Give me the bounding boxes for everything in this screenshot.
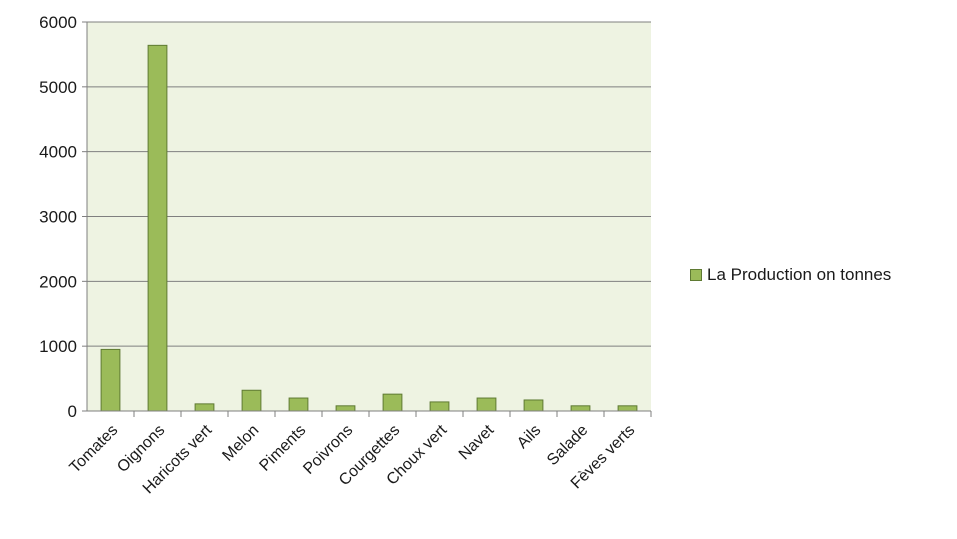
y-tick-label: 1000	[39, 337, 77, 356]
bar-4	[288, 397, 309, 412]
y-tick-label: 4000	[39, 143, 77, 162]
bar-10	[570, 405, 591, 412]
bar-7	[429, 401, 450, 412]
bar-9	[523, 399, 544, 412]
x-tick-label: Navet	[456, 421, 498, 463]
y-tick-label: 2000	[39, 272, 77, 291]
legend: La Production on tonnes	[690, 265, 891, 285]
bar-11	[617, 405, 638, 412]
bar-1	[147, 44, 168, 412]
y-tick-label: 5000	[39, 78, 77, 97]
gridlines	[87, 21, 651, 347]
y-tick-label: 0	[68, 402, 77, 421]
y-tick-label: 6000	[39, 13, 77, 32]
bar-8	[476, 397, 497, 412]
x-tick-label: Melon	[219, 422, 262, 465]
bar-0	[100, 348, 121, 412]
bars	[100, 44, 638, 412]
y-axis-ticks: 0 1000 2000 3000 4000 5000 6000	[39, 13, 87, 421]
legend-swatch	[690, 269, 702, 281]
bar-6	[382, 393, 403, 412]
x-tick-label: Salade	[544, 422, 591, 469]
axes	[86, 22, 651, 412]
x-tick-label: Tomates	[67, 422, 122, 477]
x-tick-label: Ails	[514, 422, 544, 452]
y-tick-label: 3000	[39, 208, 77, 227]
bar-2	[194, 403, 215, 412]
legend-label: La Production on tonnes	[707, 265, 892, 284]
bar-3	[241, 389, 262, 412]
bar-5	[335, 405, 356, 412]
